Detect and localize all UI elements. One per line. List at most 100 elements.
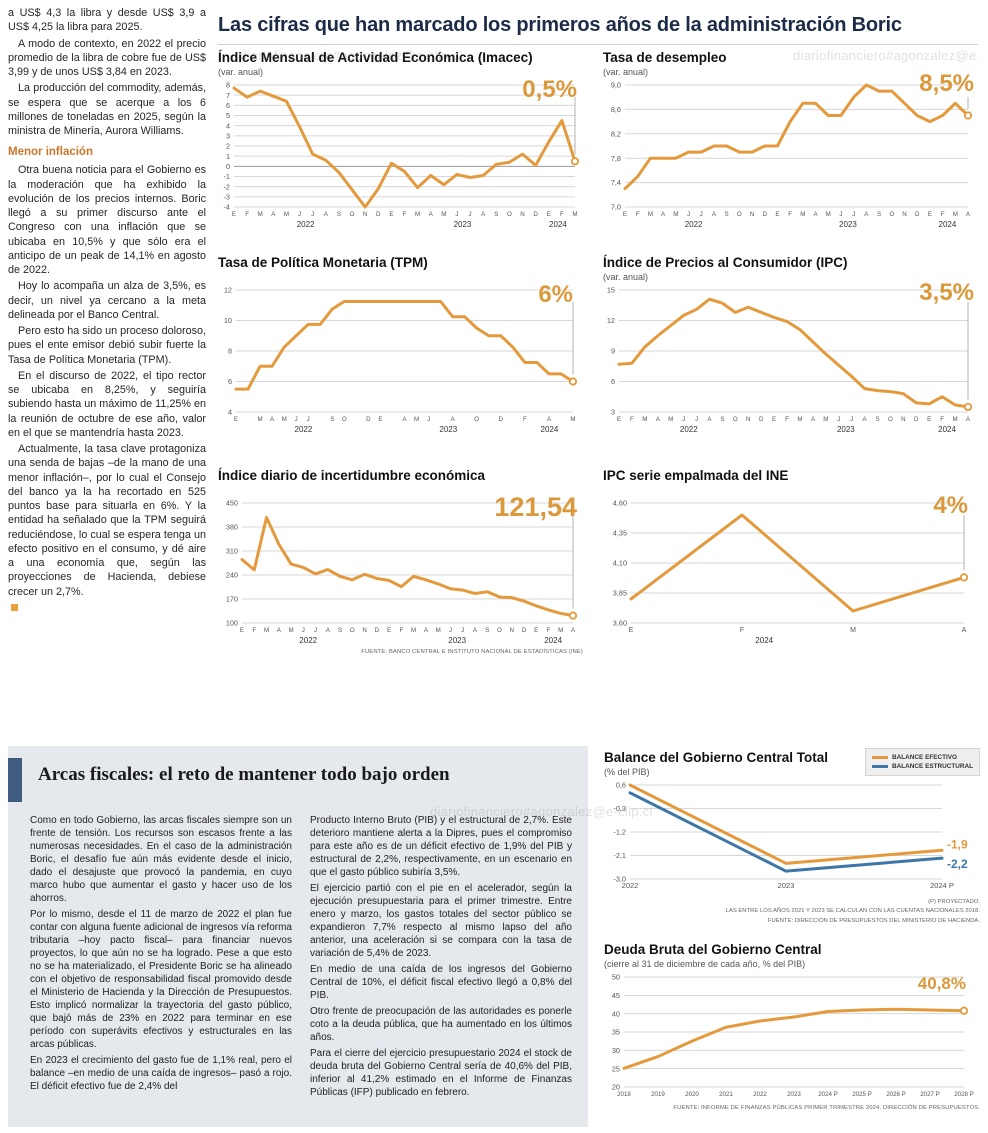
headline-accent-bar [8, 758, 22, 802]
svg-text:O: O [507, 211, 512, 218]
chart-title: Índice diario de incertidumbre económica [218, 468, 486, 483]
svg-text:M: M [415, 211, 420, 218]
svg-text:9,0: 9,0 [611, 81, 621, 90]
svg-text:D: D [915, 211, 920, 218]
svg-text:7: 7 [226, 91, 230, 100]
svg-text:E: E [378, 416, 382, 423]
chart-deuda: Deuda Bruta del Gobierno Central (cierre… [604, 942, 980, 1111]
svg-text:A: A [966, 211, 971, 218]
paragraph: Otra buena noticia para el Gobierno es l… [8, 164, 206, 277]
paragraph: Actualmente, la tasa clave protagoniza u… [8, 443, 206, 598]
svg-text:F: F [941, 211, 945, 218]
svg-text:S: S [725, 211, 729, 218]
svg-text:F: F [399, 627, 403, 634]
svg-text:2023: 2023 [787, 1091, 801, 1098]
svg-text:-0,3: -0,3 [613, 804, 626, 813]
paragraph: Hoy lo acompaña un alza de 3,5%, es deci… [8, 280, 206, 321]
chart-subtitle: (% del PIB) [604, 767, 650, 777]
chart-title: Deuda Bruta del Gobierno Central [604, 942, 822, 957]
svg-text:2: 2 [226, 142, 230, 151]
svg-text:-2,2: -2,2 [947, 857, 968, 871]
svg-text:2023: 2023 [454, 220, 472, 229]
fiscal-article-panel: Arcas fiscales: el reto de mantener todo… [8, 746, 588, 1127]
svg-text:F: F [785, 416, 789, 423]
svg-text:F: F [245, 211, 249, 218]
svg-text:4,35: 4,35 [613, 529, 627, 538]
svg-text:F: F [560, 211, 564, 218]
svg-text:S: S [338, 627, 342, 634]
svg-text:F: F [252, 627, 256, 634]
svg-text:J: J [687, 211, 690, 218]
chart-title: IPC serie empalmada del INE [603, 468, 789, 483]
svg-text:J: J [295, 416, 298, 423]
svg-text:2023: 2023 [439, 425, 457, 434]
svg-text:D: D [759, 416, 764, 423]
svg-text:M: M [953, 211, 958, 218]
legend-label: BALANCE EFECTIVO [892, 754, 958, 761]
chart-subtitle: (var. anual) [218, 67, 264, 77]
svg-text:M: M [441, 211, 446, 218]
svg-text:D: D [375, 627, 380, 634]
svg-text:J: J [837, 416, 840, 423]
svg-text:A: A [707, 416, 712, 423]
svg-text:10: 10 [224, 316, 232, 325]
svg-text:O: O [737, 211, 742, 218]
svg-text:A: A [326, 627, 331, 634]
chart-imacec: Índice Mensual de Actividad Económica (I… [218, 50, 583, 231]
end-of-article-marker [11, 603, 18, 611]
svg-text:2021: 2021 [719, 1091, 733, 1098]
svg-text:M: M [572, 211, 577, 218]
svg-text:D: D [376, 211, 381, 218]
chart-incertidumbre: Índice diario de incertidumbre económica… [218, 468, 583, 655]
chart-title: Índice de Precios al Consumidor (IPC) [603, 255, 848, 270]
svg-text:M: M [558, 627, 563, 634]
svg-text:J: J [298, 211, 301, 218]
svg-text:50: 50 [612, 973, 620, 982]
svg-text:J: J [461, 627, 464, 634]
svg-text:8: 8 [228, 347, 232, 356]
svg-text:9: 9 [611, 347, 615, 356]
svg-text:7,0: 7,0 [611, 203, 621, 212]
chart-subtitle: (var. anual) [603, 67, 649, 77]
svg-text:M: M [570, 416, 575, 423]
svg-text:E: E [629, 627, 634, 634]
svg-text:6: 6 [611, 377, 615, 386]
svg-text:A: A [864, 211, 869, 218]
svg-text:A: A [966, 416, 971, 423]
svg-text:E: E [234, 416, 238, 423]
chart-title: Tasa de Política Monetaria (TPM) [218, 255, 428, 270]
svg-text:A: A [481, 211, 486, 218]
svg-text:O: O [350, 211, 355, 218]
svg-text:2022: 2022 [753, 1091, 767, 1098]
svg-text:S: S [875, 416, 879, 423]
svg-text:E: E [775, 211, 779, 218]
svg-text:-1,9: -1,9 [947, 837, 968, 851]
svg-text:M: M [284, 211, 289, 218]
paragraph: a US$ 4,3 la libra y desde US$ 3,9 a US$… [8, 7, 206, 34]
paragraph: A modo de contexto, en 2022 el precio pr… [8, 37, 206, 79]
chart-source: FUENTE: BANCO CENTRAL E INSTITUTO NACION… [361, 649, 583, 655]
svg-text:2024: 2024 [544, 636, 562, 645]
svg-text:J: J [695, 416, 698, 423]
chart-desempleo: Tasa de desempleo (var. anual) 9,0 8,6 8,2… [603, 50, 978, 231]
svg-text:0,6: 0,6 [616, 781, 626, 790]
svg-text:2018: 2018 [617, 1091, 631, 1098]
svg-text:310: 310 [226, 547, 238, 556]
footnote: LAS ENTRE LOS AÑOS 2021 Y 2023 SE CALCUL… [725, 908, 980, 915]
svg-text:N: N [362, 627, 366, 634]
svg-text:S: S [330, 416, 334, 423]
svg-text:F: F [547, 627, 551, 634]
svg-text:12: 12 [607, 316, 615, 325]
svg-text:2022: 2022 [680, 425, 698, 434]
svg-text:A: A [277, 627, 282, 634]
svg-text:15: 15 [607, 286, 615, 295]
svg-text:2020: 2020 [685, 1091, 699, 1098]
svg-text:S: S [720, 416, 724, 423]
svg-text:2023: 2023 [448, 636, 466, 645]
svg-text:J: J [850, 416, 853, 423]
svg-text:M: M [642, 416, 647, 423]
svg-text:M: M [797, 416, 802, 423]
svg-text:6: 6 [228, 377, 232, 386]
svg-text:2024: 2024 [549, 220, 567, 229]
svg-text:J: J [839, 211, 842, 218]
